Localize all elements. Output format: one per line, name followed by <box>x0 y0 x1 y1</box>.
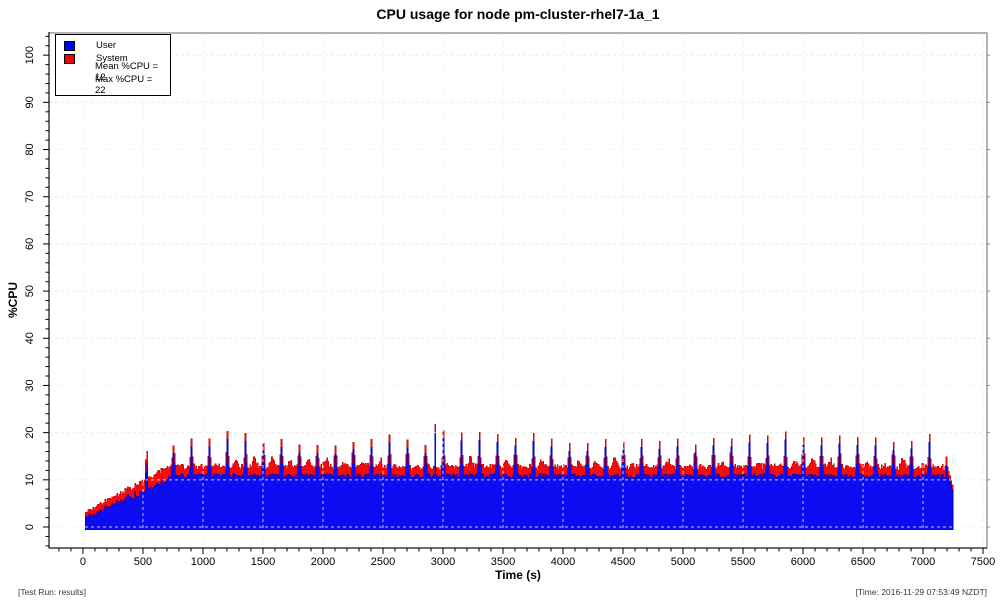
y-axis-label: %CPU <box>6 281 20 319</box>
test-run-footnote: [Test Run: results] <box>18 587 87 597</box>
legend-item-user: User <box>62 39 164 52</box>
svg-text:5500: 5500 <box>731 556 755 568</box>
svg-text:40: 40 <box>24 332 36 344</box>
legend-item-label: User <box>96 40 117 51</box>
svg-text:20: 20 <box>24 427 36 439</box>
legend: User System Mean %CPU = 12 Max %CPU = 22 <box>55 34 171 96</box>
svg-text:0: 0 <box>80 556 86 568</box>
legend-stat-max: Max %CPU = 22 <box>95 73 153 96</box>
svg-text:70: 70 <box>24 191 36 203</box>
chart-title: CPU usage for node pm-cluster-rhel7-1a_1 <box>376 6 660 22</box>
svg-text:4500: 4500 <box>611 556 635 568</box>
svg-text:3000: 3000 <box>431 556 455 568</box>
system-color-swatch-icon <box>64 53 75 64</box>
svg-text:100: 100 <box>24 46 36 64</box>
svg-text:10: 10 <box>24 474 36 486</box>
svg-text:50: 50 <box>24 285 36 297</box>
legend-item-system: System <box>62 52 164 65</box>
svg-text:2000: 2000 <box>311 556 335 568</box>
legend-stat-mean: Mean %CPU = 12 <box>95 60 159 83</box>
svg-text:4000: 4000 <box>551 556 575 568</box>
x-axis-label: Time (s) <box>495 568 541 582</box>
legend-item-label: System <box>96 53 128 64</box>
svg-text:500: 500 <box>134 556 152 568</box>
svg-text:80: 80 <box>24 143 36 155</box>
svg-text:2500: 2500 <box>371 556 395 568</box>
svg-text:30: 30 <box>24 379 36 391</box>
svg-text:6500: 6500 <box>851 556 875 568</box>
svg-text:7500: 7500 <box>971 556 995 568</box>
timestamp-footnote: [Time: 2016-11-29 07:53:49 NZDT] <box>855 587 987 597</box>
svg-text:1000: 1000 <box>191 556 215 568</box>
svg-text:0: 0 <box>24 524 36 530</box>
svg-text:5000: 5000 <box>671 556 695 568</box>
svg-text:60: 60 <box>24 238 36 250</box>
user-color-swatch-icon <box>64 40 75 51</box>
svg-text:7000: 7000 <box>911 556 935 568</box>
svg-text:3500: 3500 <box>491 556 515 568</box>
svg-text:1500: 1500 <box>251 556 275 568</box>
svg-text:90: 90 <box>24 96 36 108</box>
svg-text:6000: 6000 <box>791 556 815 568</box>
